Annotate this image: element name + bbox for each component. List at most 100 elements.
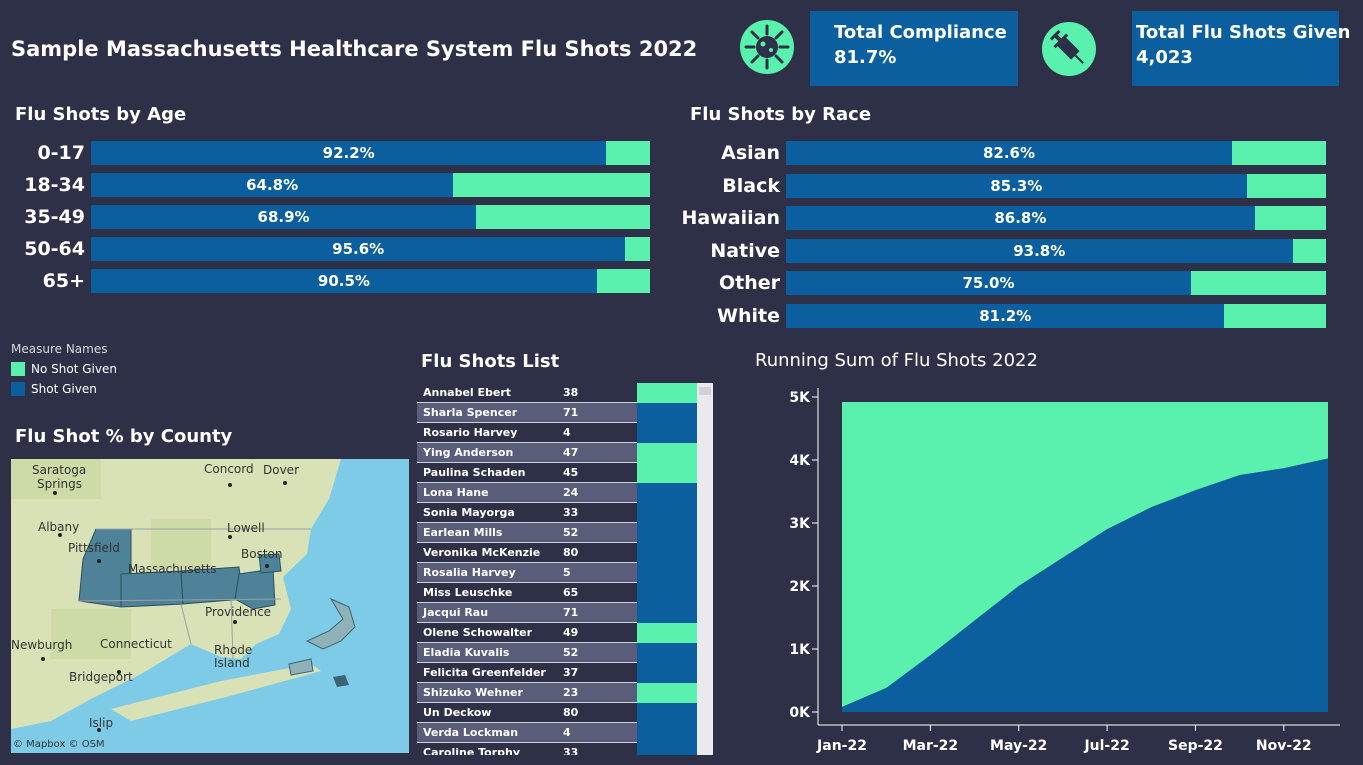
- age-bar-no-shot-segment[interactable]: 92.2%: [91, 141, 650, 165]
- age-bar-no-shot-segment[interactable]: 95.6%: [91, 237, 650, 261]
- race-bar-row[interactable]: Asian 82.6%: [680, 141, 1326, 165]
- age-bar-label: 35-49: [24, 206, 85, 228]
- list-row[interactable]: Ying Anderson 47: [417, 442, 697, 463]
- race-bar-row[interactable]: Other 75.0%: [680, 271, 1326, 295]
- age-bar-no-shot-segment[interactable]: 64.8%: [91, 173, 650, 197]
- race-bar-no-shot-segment[interactable]: 85.3%: [786, 173, 1326, 198]
- total-flu-shots-value: 4,023: [1136, 47, 1193, 68]
- age-bar-chart: 0-17 92.2% 18-34 64.8% 35-49 68.9% 50-64 95.6% 6…: [0, 141, 652, 301]
- race-section-title: Flu Shots by Race: [690, 104, 872, 125]
- list-row[interactable]: Sharla Spencer 71: [417, 402, 697, 423]
- age-bar-row[interactable]: 65+ 90.5%: [0, 269, 650, 293]
- list-row-value: 23: [563, 686, 579, 699]
- list-row-value: 37: [563, 666, 579, 679]
- age-bar-shot-given-segment[interactable]: [91, 205, 477, 229]
- list-scrollbar-thumb[interactable]: [699, 387, 711, 395]
- list-row-name: Olene Schowalter: [423, 626, 533, 639]
- running-sum-area-chart: 0K 1K 2K 3K 4K 5K Jan-22 Mar-22 May-22 Jul-22 Sep-…: [789, 388, 1340, 754]
- list-row[interactable]: Verda Lockman 4: [417, 722, 697, 743]
- race-bar-label: Hawaiian: [681, 207, 780, 229]
- age-bar-shot-given-segment[interactable]: [91, 237, 626, 261]
- legend: Measure Names No Shot Given Shot Given: [11, 342, 117, 396]
- list-row-name: Un Deckow: [423, 706, 492, 719]
- list-row[interactable]: Annabel Ebert 38: [417, 383, 697, 403]
- race-bar-label: Asian: [721, 142, 780, 164]
- age-bar-pct-label: 95.6%: [332, 240, 385, 258]
- total-compliance-card: Total Compliance 81.7%: [810, 11, 1018, 86]
- list-row[interactable]: Un Deckow 80: [417, 702, 697, 723]
- race-bar-row[interactable]: Black 85.3%: [680, 173, 1326, 198]
- legend-label-shot-given: Shot Given: [31, 382, 97, 396]
- age-bar-no-shot-segment[interactable]: 68.9%: [91, 205, 650, 229]
- age-bar-pct-label: 90.5%: [317, 272, 370, 290]
- race-bar-no-shot-segment[interactable]: 81.2%: [786, 303, 1326, 328]
- race-bar-shot-given-segment[interactable]: [786, 271, 1191, 295]
- map-attribution[interactable]: © Mapbox © OSM: [13, 739, 105, 750]
- list-row-status-swatch: [637, 682, 697, 703]
- y-tick-label: 5K: [789, 390, 811, 406]
- list-row[interactable]: Paulina Schaden 45: [417, 462, 697, 483]
- map-label-connecticut: Connecticut: [100, 637, 172, 651]
- race-bar-shot-given-segment[interactable]: [786, 206, 1255, 230]
- list-scrollbar[interactable]: [697, 383, 713, 755]
- race-bar-label: Other: [718, 272, 780, 294]
- list-row[interactable]: Caroline Torphy 33: [417, 742, 697, 755]
- legend-item-shot-given[interactable]: Shot Given: [11, 382, 117, 396]
- chart-title: Running Sum of Flu Shots 2022: [755, 350, 1038, 371]
- list-row[interactable]: Shizuko Wehner 23: [417, 682, 697, 703]
- list-row-value: 80: [563, 546, 579, 559]
- list-row-name: Shizuko Wehner: [423, 686, 523, 699]
- race-bar-shot-given-segment[interactable]: [786, 238, 1293, 263]
- legend-swatch-shot-given: [11, 382, 25, 396]
- age-bar-row[interactable]: 0-17 92.2%: [0, 141, 650, 165]
- race-bar-shot-given-segment[interactable]: [786, 303, 1225, 328]
- age-bar-shot-given-segment[interactable]: [91, 141, 607, 165]
- map-label-bridgeport: Bridgeport: [69, 670, 133, 684]
- race-bar-no-shot-segment[interactable]: 82.6%: [786, 141, 1326, 165]
- legend-item-no-shot[interactable]: No Shot Given: [11, 362, 117, 376]
- list-row-name: Earlean Mills: [423, 526, 503, 539]
- syringe-icon: [1042, 22, 1096, 76]
- shot-given-area[interactable]: [842, 458, 1328, 712]
- race-bar-shot-given-segment[interactable]: [786, 173, 1247, 198]
- x-tick-label: Jul-22: [1083, 738, 1129, 754]
- list-row[interactable]: Olene Schowalter 49: [417, 622, 697, 643]
- list-row[interactable]: Veronika McKenzie 80: [417, 542, 697, 563]
- list-row[interactable]: Sonia Mayorga 33: [417, 502, 697, 523]
- flu-shots-list[interactable]: Annabel Ebert 38 Sharla Spencer 71 Rosario H…: [417, 383, 697, 755]
- race-bar-no-shot-segment[interactable]: 75.0%: [786, 271, 1326, 295]
- list-row[interactable]: Eladia Kuvalis 52: [417, 642, 697, 663]
- list-row[interactable]: Jacqui Rau 71: [417, 602, 697, 623]
- race-bar-row[interactable]: White 81.2%: [680, 303, 1326, 328]
- race-bar-label: White: [717, 304, 780, 327]
- list-row-status-swatch: [637, 522, 697, 543]
- race-bar-shot-given-segment[interactable]: [786, 141, 1233, 165]
- race-bar-no-shot-segment[interactable]: 86.8%: [786, 206, 1326, 230]
- age-bar-row[interactable]: 50-64 95.6%: [0, 237, 650, 261]
- list-row[interactable]: Lona Hane 24: [417, 482, 697, 503]
- no-shot-given-area[interactable]: [842, 401, 1328, 707]
- age-bar-shot-given-segment[interactable]: [91, 173, 454, 197]
- list-row[interactable]: Miss Leuschke 65: [417, 582, 697, 603]
- list-row-value: 4: [563, 726, 571, 739]
- list-section-title: Flu Shots List: [421, 351, 560, 372]
- total-flu-shots-label: Total Flu Shots Given: [1136, 22, 1351, 43]
- age-bar-row[interactable]: 18-34 64.8%: [0, 173, 650, 197]
- list-row-status-swatch: [637, 422, 697, 443]
- race-bar-no-shot-segment[interactable]: 93.8%: [786, 238, 1326, 263]
- county-map[interactable]: Saratoga Springs Concord Dover Albany Lo…: [11, 459, 409, 753]
- list-row-value: 52: [563, 526, 579, 539]
- race-bar-row[interactable]: Native 93.8%: [680, 238, 1326, 263]
- age-bar-no-shot-segment[interactable]: 90.5%: [91, 269, 650, 293]
- list-row[interactable]: Rosario Harvey 4: [417, 422, 697, 443]
- list-row-name: Veronika McKenzie: [423, 546, 541, 559]
- legend-swatch-no-shot: [11, 362, 25, 376]
- list-row-status-swatch: [637, 642, 697, 663]
- race-bar-row[interactable]: Hawaiian 86.8%: [680, 206, 1326, 230]
- age-bar-row[interactable]: 35-49 68.9%: [0, 205, 650, 229]
- y-tick-label: 0K: [789, 705, 811, 721]
- list-row[interactable]: Rosalia Harvey 5: [417, 562, 697, 583]
- list-row[interactable]: Earlean Mills 52: [417, 522, 697, 543]
- age-bar-shot-given-segment[interactable]: [91, 269, 597, 293]
- list-row[interactable]: Felicita Greenfelder 37: [417, 662, 697, 683]
